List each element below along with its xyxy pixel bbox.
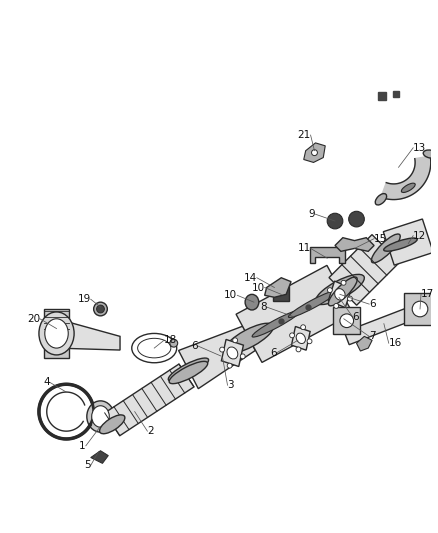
- Text: 20: 20: [27, 314, 40, 324]
- Ellipse shape: [375, 193, 387, 205]
- Circle shape: [170, 340, 178, 347]
- Circle shape: [240, 354, 245, 359]
- Ellipse shape: [252, 310, 300, 337]
- Ellipse shape: [412, 301, 428, 317]
- Circle shape: [341, 280, 346, 285]
- Ellipse shape: [384, 238, 417, 251]
- Text: 6: 6: [191, 341, 198, 351]
- Text: 11: 11: [297, 244, 311, 253]
- Circle shape: [311, 150, 318, 156]
- Circle shape: [290, 333, 294, 338]
- Text: 6: 6: [353, 312, 359, 322]
- Circle shape: [220, 347, 225, 352]
- Circle shape: [349, 211, 364, 227]
- Polygon shape: [304, 143, 325, 163]
- Text: 3: 3: [227, 380, 234, 390]
- Text: 13: 13: [413, 143, 427, 153]
- Text: 8: 8: [260, 302, 267, 312]
- Circle shape: [94, 302, 107, 316]
- Circle shape: [301, 325, 306, 330]
- Circle shape: [327, 213, 343, 229]
- Bar: [333, 307, 360, 334]
- Text: 15: 15: [374, 233, 387, 244]
- Text: 16: 16: [389, 338, 402, 348]
- Text: 14: 14: [244, 273, 257, 282]
- Text: 10: 10: [251, 282, 265, 293]
- Ellipse shape: [225, 323, 273, 353]
- Polygon shape: [265, 278, 291, 297]
- Ellipse shape: [39, 312, 74, 355]
- Text: 2: 2: [148, 426, 154, 436]
- Ellipse shape: [289, 290, 337, 318]
- Polygon shape: [335, 238, 374, 252]
- Polygon shape: [179, 326, 255, 389]
- Bar: [404, 293, 436, 325]
- Text: 6: 6: [369, 299, 376, 309]
- Polygon shape: [344, 303, 425, 345]
- Ellipse shape: [227, 347, 238, 359]
- Circle shape: [334, 303, 339, 309]
- Polygon shape: [292, 327, 310, 350]
- Polygon shape: [310, 247, 345, 263]
- Polygon shape: [383, 219, 433, 265]
- Text: 9: 9: [309, 209, 315, 219]
- Ellipse shape: [328, 277, 357, 306]
- Circle shape: [233, 338, 237, 343]
- Ellipse shape: [371, 234, 400, 263]
- Text: 6: 6: [270, 348, 276, 358]
- Ellipse shape: [92, 406, 110, 427]
- Polygon shape: [221, 340, 244, 367]
- Polygon shape: [57, 319, 120, 350]
- Text: 5: 5: [84, 461, 91, 470]
- Polygon shape: [329, 235, 399, 305]
- Text: 7: 7: [369, 332, 376, 341]
- Text: 10: 10: [224, 290, 237, 300]
- Text: 4: 4: [43, 377, 49, 387]
- Polygon shape: [328, 281, 351, 308]
- Ellipse shape: [296, 333, 305, 344]
- Text: 1: 1: [79, 441, 86, 451]
- Text: 19: 19: [78, 294, 91, 304]
- Ellipse shape: [168, 358, 208, 381]
- Text: 17: 17: [421, 289, 434, 300]
- Text: 12: 12: [413, 231, 427, 241]
- Polygon shape: [105, 364, 194, 436]
- Ellipse shape: [236, 330, 262, 346]
- Circle shape: [227, 363, 232, 368]
- Ellipse shape: [99, 415, 125, 434]
- Text: 21: 21: [297, 130, 311, 140]
- Circle shape: [347, 296, 352, 301]
- Ellipse shape: [423, 150, 437, 158]
- Circle shape: [328, 288, 332, 293]
- Circle shape: [307, 339, 312, 344]
- Ellipse shape: [87, 401, 114, 432]
- Bar: [273, 284, 289, 301]
- Ellipse shape: [45, 319, 68, 348]
- Circle shape: [97, 305, 104, 313]
- Ellipse shape: [401, 183, 415, 192]
- Polygon shape: [381, 156, 431, 199]
- Text: 18: 18: [164, 335, 177, 345]
- Polygon shape: [91, 451, 108, 463]
- Ellipse shape: [315, 274, 364, 304]
- Ellipse shape: [340, 314, 353, 328]
- Polygon shape: [236, 265, 353, 362]
- Circle shape: [296, 347, 301, 352]
- Polygon shape: [357, 336, 372, 351]
- Ellipse shape: [335, 288, 345, 300]
- Ellipse shape: [169, 361, 208, 384]
- Polygon shape: [44, 309, 69, 358]
- Ellipse shape: [245, 294, 259, 310]
